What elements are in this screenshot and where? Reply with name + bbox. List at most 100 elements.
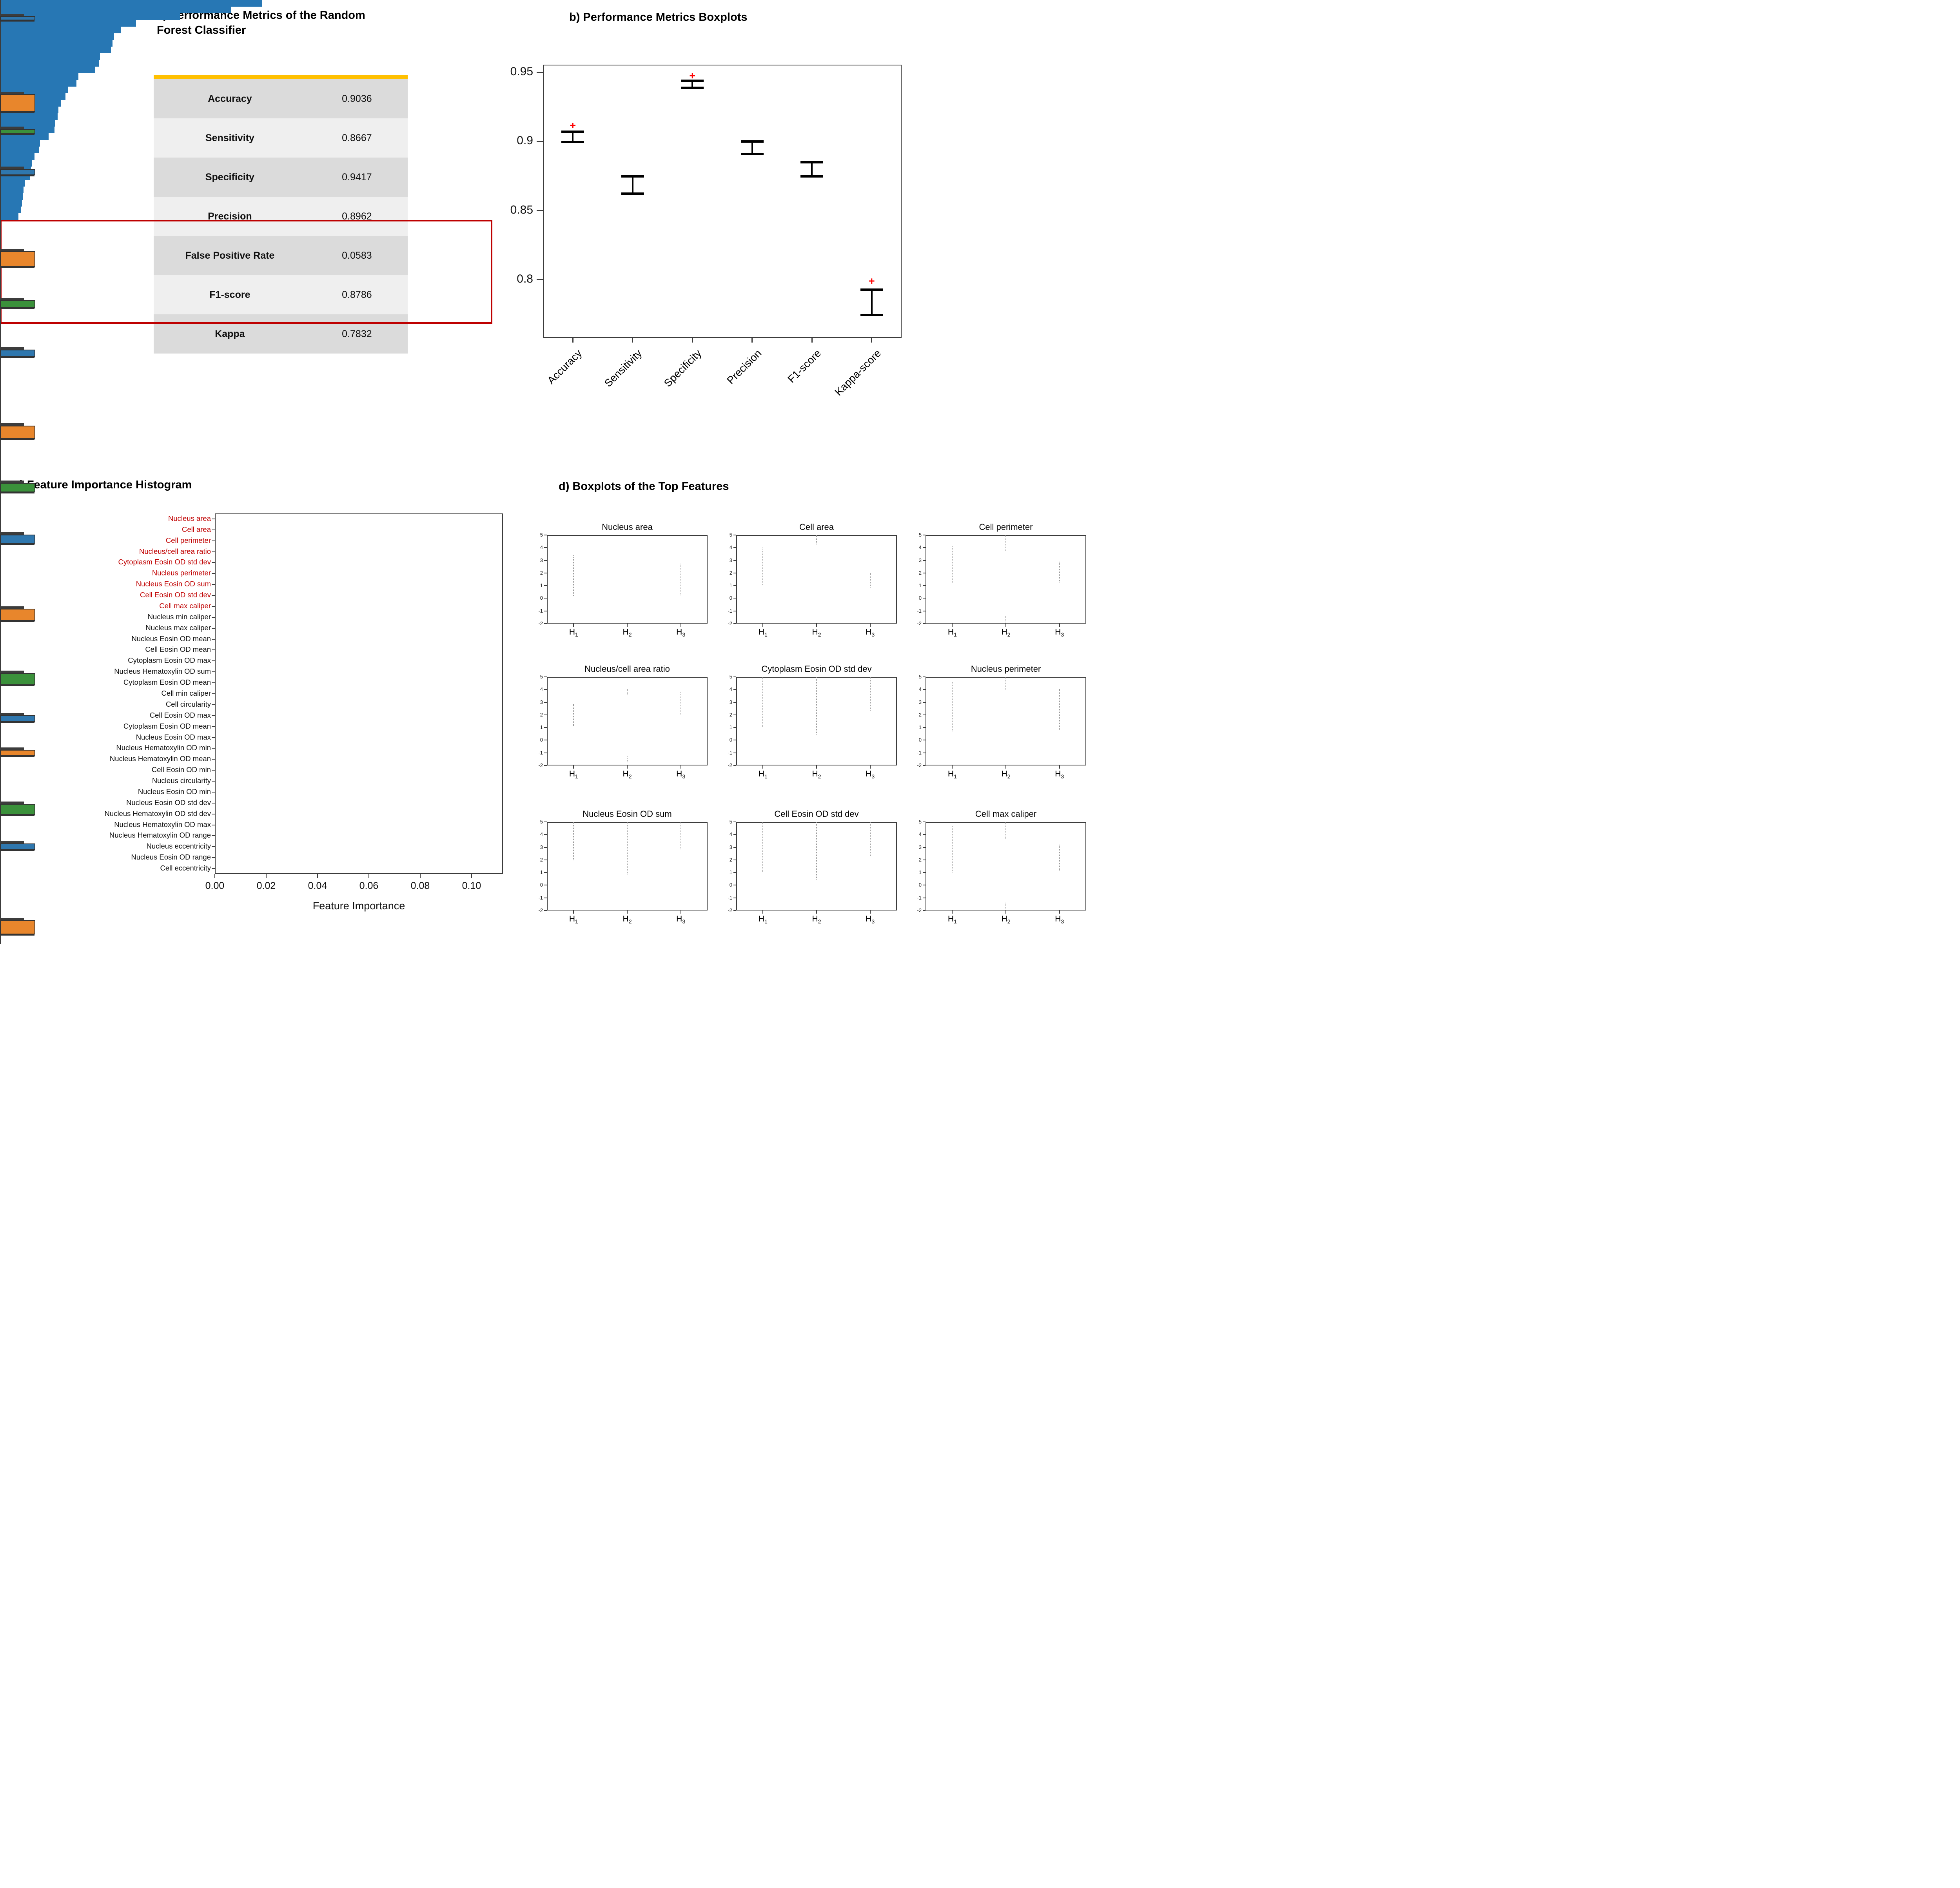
y-axis-tick-label: 4 xyxy=(540,686,543,693)
outlier-dots-high xyxy=(1005,822,1006,839)
median-line xyxy=(0,175,34,177)
y-axis-tick xyxy=(212,551,215,552)
feature-label: Nucleus max caliper xyxy=(145,623,211,632)
whisker-cap-bottom xyxy=(0,15,24,16)
whisker-cap-bottom xyxy=(0,348,24,350)
feature-label: Cell Eosin OD max xyxy=(149,711,211,719)
whisker-cap-top xyxy=(0,713,24,714)
category-label-subscript: 1 xyxy=(764,631,768,638)
metric-value: 0.9036 xyxy=(342,93,372,104)
x-axis-tick xyxy=(632,338,633,343)
whisker-stem xyxy=(0,268,1,298)
whisker-cap-top xyxy=(561,130,584,133)
y-axis-tick xyxy=(212,671,215,673)
x-axis-tick xyxy=(691,338,693,343)
category-label-base: H xyxy=(947,628,954,637)
outlier-dots-high xyxy=(1059,845,1060,871)
feature-label: Cytoplasm Eosin OD mean xyxy=(123,678,211,687)
top-features-highlight-box xyxy=(0,220,492,324)
x-axis-tick-label: 0.00 xyxy=(205,880,225,891)
category-label: H3 xyxy=(1044,628,1075,638)
subplot-title: Nucleus perimeter xyxy=(971,664,1041,674)
metric-value: 0.8962 xyxy=(342,210,372,222)
category-label: H3 xyxy=(855,769,886,780)
whisker-cap-top xyxy=(0,606,24,608)
x-axis-tick xyxy=(1059,624,1060,627)
y-axis-tick-label: 1 xyxy=(540,724,543,731)
whisker-cap-top xyxy=(0,167,24,168)
category-label-subscript: 3 xyxy=(1061,918,1064,925)
y-axis-tick xyxy=(923,585,926,586)
feature-label: Cell circularity xyxy=(165,700,211,708)
y-axis-tick-label: 0.95 xyxy=(510,65,533,78)
category-label: H3 xyxy=(855,914,886,925)
whisker-cap-top xyxy=(0,249,24,250)
y-axis-tick xyxy=(212,660,215,662)
y-axis-tick xyxy=(212,562,215,563)
category-label: H3 xyxy=(665,769,697,780)
y-axis-tick-label: 0 xyxy=(918,595,922,601)
metrics-table: Accuracy 0.9036 Sensitivity 0.8667 Specifici… xyxy=(154,75,408,354)
y-axis-tick xyxy=(212,649,215,651)
feature-label: Cell perimeter xyxy=(165,536,211,544)
outlier-cross: + xyxy=(689,70,696,82)
y-axis-tick-label: 4 xyxy=(729,686,732,693)
y-axis-tick-label: -2 xyxy=(538,762,543,768)
whisker-stem xyxy=(871,290,873,315)
whisker-stem xyxy=(0,851,1,918)
boxplot-box xyxy=(0,129,35,134)
category-label-subscript: 2 xyxy=(818,918,821,925)
category-label-base: H xyxy=(569,914,575,923)
x-axis-tick xyxy=(214,874,215,878)
feature-bar xyxy=(0,7,231,13)
y-axis-tick xyxy=(544,765,547,766)
y-axis-tick xyxy=(212,868,215,869)
feature-label: Cell max caliper xyxy=(159,601,211,610)
outlier-dots-high xyxy=(627,689,628,695)
category-label-subscript: 2 xyxy=(1007,773,1011,780)
boxplot-box xyxy=(0,300,35,308)
category-label: H2 xyxy=(612,769,643,780)
feature-bar xyxy=(0,47,111,53)
category-label: H3 xyxy=(665,914,697,925)
median-line xyxy=(0,934,34,936)
y-axis-tick xyxy=(733,910,736,911)
y-axis-tick-label: 4 xyxy=(540,544,543,551)
category-label-base: H xyxy=(1055,769,1061,778)
y-axis-tick xyxy=(212,606,215,607)
boxplot-box xyxy=(0,483,35,492)
category-label-subscript: 1 xyxy=(764,773,768,780)
y-axis-tick xyxy=(733,834,736,835)
table-row: Sensitivity 0.8667 xyxy=(154,118,408,158)
panel-c-plot: Nucleus area Cell area Cell perimeter Nucle… xyxy=(0,0,1094,944)
feature-label: Nucleus area xyxy=(168,514,211,522)
y-axis-tick xyxy=(212,726,215,727)
feature-bar xyxy=(0,120,55,127)
whisker-cap-bottom xyxy=(0,714,24,715)
y-axis-tick xyxy=(212,638,215,640)
subplot-title: Cytoplasm Eosin OD std dev xyxy=(761,664,872,674)
whisker-cap-bottom xyxy=(561,141,584,143)
category-label-subscript: 1 xyxy=(575,631,578,638)
x-axis-tick-label: 0.02 xyxy=(256,880,276,891)
y-axis-tick xyxy=(212,759,215,760)
metric-name: Accuracy xyxy=(208,93,252,104)
y-axis-tick-label: 2 xyxy=(729,569,732,576)
y-axis-tick-label: 4 xyxy=(918,544,922,551)
y-axis-tick-label: 0 xyxy=(540,595,543,601)
y-axis-tick-label: -2 xyxy=(728,762,732,768)
y-axis-tick-label: -1 xyxy=(538,894,543,901)
whisker-stem xyxy=(811,162,813,176)
y-axis-tick-label: 2 xyxy=(540,569,543,576)
outlier-dots-high xyxy=(1059,689,1060,731)
outlier-dots-high xyxy=(1059,561,1060,583)
y-axis-tick xyxy=(544,689,547,690)
category-label-base: H xyxy=(676,769,682,778)
whisker-stem xyxy=(0,622,1,671)
category-label-subscript: 1 xyxy=(954,631,957,638)
y-axis-tick xyxy=(923,910,926,911)
whisker-cap-top xyxy=(0,532,24,534)
category-label-base: H xyxy=(1001,769,1007,778)
median-line xyxy=(0,20,34,22)
whisker-stem xyxy=(0,22,1,92)
